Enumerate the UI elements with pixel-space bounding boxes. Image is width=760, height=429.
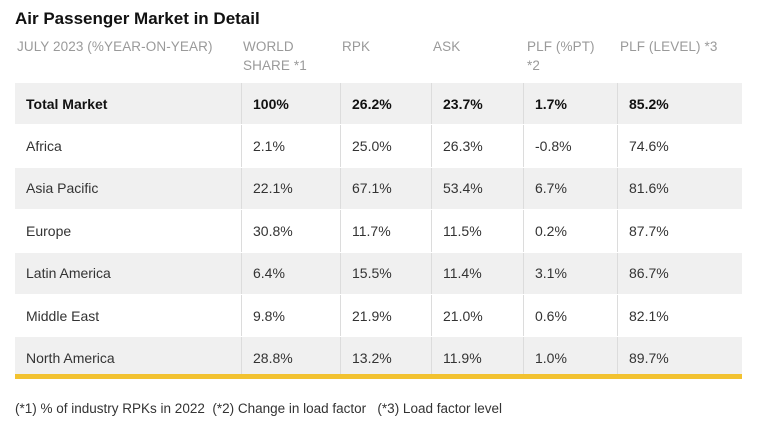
table-cell: 21.0% [431, 294, 523, 337]
page-title: Air Passenger Market in Detail [15, 9, 260, 28]
table-cell: 0.6% [523, 294, 617, 337]
table-row-africa: Africa 2.1% 25.0% 26.3% -0.8% 74.6% [15, 125, 742, 168]
table-cell: 11.9% [431, 337, 523, 379]
column-header-plf-pt: PLF (%PT) *2 [527, 39, 595, 73]
table-cell: -0.8% [523, 125, 617, 167]
table-cell: 13.2% [340, 337, 431, 379]
table-cell: 23.7% [431, 83, 523, 125]
column-header-ask: ASK [433, 39, 461, 54]
table-cell: 25.0% [340, 125, 431, 167]
table-cell: 82.1% [617, 294, 742, 337]
table-cell: 85.2% [617, 83, 742, 125]
table-row-latin-america: Latin America 6.4% 15.5% 11.4% 3.1% 86.7… [15, 252, 742, 295]
table-cell: Africa [26, 138, 62, 155]
table-cell: 11.4% [431, 252, 523, 294]
table-cell: 86.7% [617, 252, 742, 294]
table-cell: 26.2% [340, 83, 431, 125]
column-header-rpk: RPK [342, 39, 371, 54]
table-cell: 22.1% [241, 167, 340, 210]
table-cell: 9.8% [241, 294, 340, 337]
table-cell: 74.6% [617, 125, 742, 167]
table-cell: Europe [26, 222, 72, 239]
table-row-north-america: North America 28.8% 13.2% 11.9% 1.0% 89.… [15, 337, 742, 380]
table-cell: Asia Pacific [26, 180, 99, 197]
table-cell: 0.2% [523, 210, 617, 252]
footnote: (*1) % of industry RPKs in 2022 (*2) Cha… [15, 401, 502, 416]
table-cell: 26.3% [431, 125, 523, 167]
table-cell: 87.7% [617, 210, 742, 252]
table-bottom-accent-bar [15, 374, 742, 379]
table-cell: 53.4% [431, 167, 523, 210]
table-cell: 2.1% [241, 125, 340, 167]
table-cell: 89.7% [617, 337, 742, 379]
table-cell: Latin America [26, 265, 111, 282]
column-header-period: JULY 2023 (%YEAR-ON-YEAR) [17, 39, 213, 54]
table-row-europe: Europe 30.8% 11.7% 11.5% 0.2% 87.7% [15, 210, 742, 253]
column-header-plf-level: PLF (LEVEL) *3 [620, 39, 718, 54]
table-row-total-market: Total Market 100% 26.2% 23.7% 1.7% 85.2% [15, 83, 742, 126]
table-row-asia-pacific: Asia Pacific 22.1% 67.1% 53.4% 6.7% 81.6… [15, 167, 742, 211]
column-header-world-share: WORLD SHARE *1 [243, 39, 307, 73]
data-table: Total Market 100% 26.2% 23.7% 1.7% 85.2%… [15, 83, 742, 380]
table-cell: 21.9% [340, 294, 431, 337]
table-cell: 6.4% [241, 252, 340, 294]
table-cell: 30.8% [241, 210, 340, 252]
table-cell: North America [26, 350, 115, 367]
table-cell: 6.7% [523, 167, 617, 210]
table-cell: 28.8% [241, 337, 340, 379]
table-cell: Total Market [26, 95, 108, 112]
table-cell: 100% [241, 83, 340, 125]
table-cell: 1.7% [523, 83, 617, 125]
table-cell: 1.0% [523, 337, 617, 379]
table-cell: 81.6% [617, 167, 742, 210]
table-cell: 67.1% [340, 167, 431, 210]
table-row-middle-east: Middle East 9.8% 21.9% 21.0% 0.6% 82.1% [15, 294, 742, 338]
table-cell: Middle East [26, 307, 100, 324]
table-cell: 3.1% [523, 252, 617, 294]
table-cell: 11.5% [431, 210, 523, 252]
table-cell: 11.7% [340, 210, 431, 252]
table-cell: 15.5% [340, 252, 431, 294]
